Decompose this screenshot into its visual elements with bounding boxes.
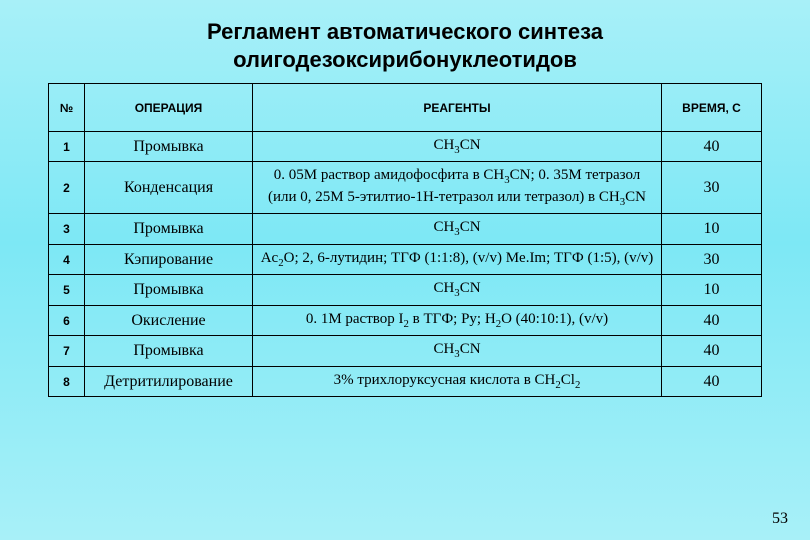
table-row: 6Окисление0. 1М раствор I2 в ТГФ; Py; H2… [49, 305, 762, 335]
cell-reagents: Ac2O; 2, 6-лутидин; ТГФ (1:1:8), (v/v) M… [253, 244, 662, 274]
cell-operation: Конденсация [85, 162, 253, 214]
cell-reagents: 0. 1М раствор I2 в ТГФ; Py; H2O (40:10:1… [253, 305, 662, 335]
cell-time: 40 [662, 336, 762, 366]
col-header-time: ВРЕМЯ, С [662, 84, 762, 132]
table-row: 3ПромывкаCH3CN10 [49, 214, 762, 244]
cell-operation: Промывка [85, 275, 253, 305]
cell-operation: Окисление [85, 305, 253, 335]
cell-operation: Промывка [85, 132, 253, 162]
table-row: 2Конденсация0. 05М раствор амидофосфита … [49, 162, 762, 214]
title-line-1: Регламент автоматического синтеза [207, 19, 603, 44]
cell-reagents: 3% трихлоруксусная кислота в CH2Cl2 [253, 366, 662, 396]
cell-reagents: CH3CN [253, 132, 662, 162]
cell-operation: Промывка [85, 214, 253, 244]
cell-number: 5 [49, 275, 85, 305]
cell-time: 40 [662, 305, 762, 335]
cell-reagents: CH3CN [253, 336, 662, 366]
cell-time: 30 [662, 244, 762, 274]
table-row: 1ПромывкаCH3CN40 [49, 132, 762, 162]
cell-time: 40 [662, 366, 762, 396]
cell-number: 8 [49, 366, 85, 396]
cell-number: 7 [49, 336, 85, 366]
cell-operation: Промывка [85, 336, 253, 366]
table-row: 5ПромывкаCH3CN10 [49, 275, 762, 305]
cell-number: 1 [49, 132, 85, 162]
title-line-2: олигодезоксирибонуклеотидов [233, 47, 577, 72]
cell-reagents: CH3CN [253, 275, 662, 305]
synthesis-table: № ОПЕРАЦИЯ РЕАГЕНТЫ ВРЕМЯ, С 1ПромывкаCH… [48, 83, 762, 397]
cell-time: 30 [662, 162, 762, 214]
cell-number: 2 [49, 162, 85, 214]
slide-title: Регламент автоматического синтеза олигод… [48, 18, 762, 73]
cell-operation: Кэпирование [85, 244, 253, 274]
cell-time: 40 [662, 132, 762, 162]
table-row: 4КэпированиеAc2O; 2, 6-лутидин; ТГФ (1:1… [49, 244, 762, 274]
col-header-reagents: РЕАГЕНТЫ [253, 84, 662, 132]
table-body: 1ПромывкаCH3CN402Конденсация0. 05М раств… [49, 132, 762, 397]
cell-number: 4 [49, 244, 85, 274]
table-row: 7ПромывкаCH3CN40 [49, 336, 762, 366]
cell-time: 10 [662, 214, 762, 244]
cell-number: 6 [49, 305, 85, 335]
cell-operation: Детритилирование [85, 366, 253, 396]
col-header-number: № [49, 84, 85, 132]
cell-reagents: CH3CN [253, 214, 662, 244]
col-header-operation: ОПЕРАЦИЯ [85, 84, 253, 132]
cell-reagents: 0. 05М раствор амидофосфита в CH3CN; 0. … [253, 162, 662, 214]
table-row: 8Детритилирование3% трихлоруксусная кисл… [49, 366, 762, 396]
cell-number: 3 [49, 214, 85, 244]
table-header-row: № ОПЕРАЦИЯ РЕАГЕНТЫ ВРЕМЯ, С [49, 84, 762, 132]
cell-time: 10 [662, 275, 762, 305]
page-number: 53 [772, 510, 788, 528]
